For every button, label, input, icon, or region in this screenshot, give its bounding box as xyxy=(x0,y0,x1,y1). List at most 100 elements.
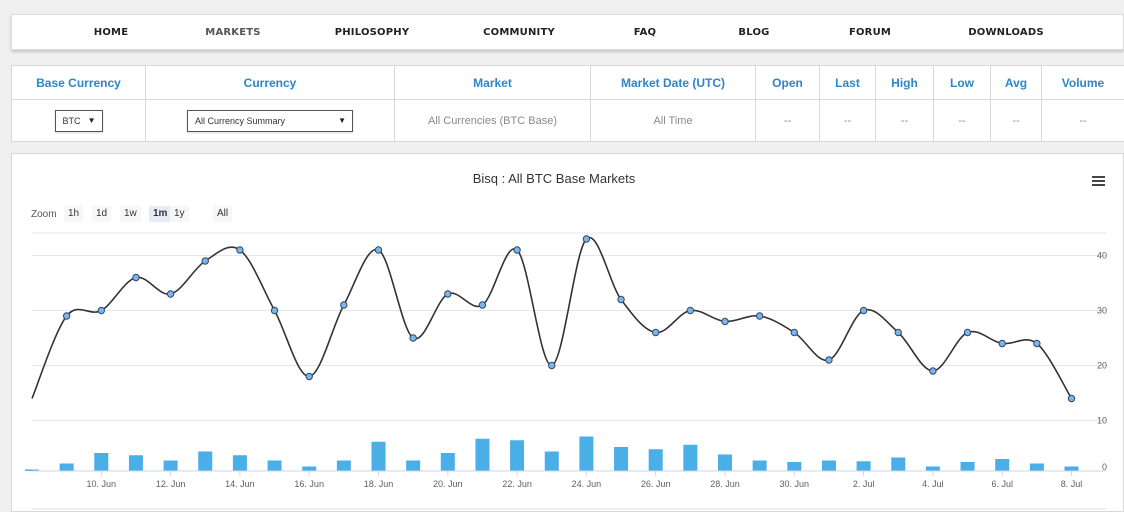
chart-panel: 10 20 30 40 0 10. Jun 12. Jun 14. Jun 16. Jun 18.… xyxy=(11,153,1124,512)
volume-bar xyxy=(648,449,663,471)
zoom-button-all[interactable]: All xyxy=(213,206,233,222)
x-tick-label: 8. Jul xyxy=(1061,479,1083,489)
volume-bar xyxy=(718,454,732,471)
nav-item-downloads[interactable]: DOWNLOADS xyxy=(968,27,1044,38)
x-tick-label: 20. Jun xyxy=(433,479,463,489)
zoom-button-1h[interactable]: 1h xyxy=(64,206,84,222)
price-point xyxy=(132,273,140,282)
price-line xyxy=(31,236,1073,399)
price-tick-label: 30 xyxy=(1097,306,1107,316)
price-point xyxy=(582,235,591,243)
low-cell: -- xyxy=(933,99,991,142)
volume-bar xyxy=(198,451,213,471)
price-point xyxy=(97,306,106,315)
x-tick-label: 24. Jun xyxy=(572,479,602,489)
nav-item-community[interactable]: COMMUNITY xyxy=(483,27,555,38)
x-tick-label: 12. Jun xyxy=(156,479,186,489)
x-tick-label: 30. Jun xyxy=(780,479,810,489)
zoom-label: Zoom xyxy=(31,209,57,220)
zoom-button-1m[interactable]: 1m xyxy=(149,206,172,222)
volume-bar xyxy=(683,444,698,471)
volume-cell: -- xyxy=(1041,99,1124,142)
nav-item-philosophy[interactable]: PHILOSOPHY xyxy=(334,27,410,38)
currency-cell: All Currency Summary ▼ xyxy=(145,99,395,142)
price-point xyxy=(755,312,764,320)
price-point xyxy=(270,306,279,315)
volume-bar xyxy=(856,461,871,471)
price-point xyxy=(340,301,348,309)
volume-bar xyxy=(302,466,317,471)
volume-bar xyxy=(406,460,421,471)
currency-select-value: All Currency Summary xyxy=(195,115,286,126)
zoom-button-1y[interactable]: 1y xyxy=(170,206,189,222)
header-base-currency: Base Currency xyxy=(11,65,146,100)
header-open: Open xyxy=(755,65,820,100)
volume-bar xyxy=(1064,466,1079,471)
high-cell: -- xyxy=(875,99,934,142)
price-point xyxy=(825,356,833,364)
volume-tick-label: 0 xyxy=(1102,462,1107,472)
price-point xyxy=(617,295,625,304)
volume-bar xyxy=(925,466,940,471)
header-volume: Volume xyxy=(1041,65,1124,100)
chart-menu-icon[interactable] xyxy=(1092,176,1105,187)
zoom-button-1d[interactable]: 1d xyxy=(92,206,112,222)
volume-bar xyxy=(544,451,559,471)
price-point xyxy=(444,290,452,298)
price-point xyxy=(236,246,244,254)
price-point xyxy=(409,334,417,342)
header-low: Low xyxy=(933,65,991,100)
price-point xyxy=(859,306,868,315)
x-tick-label: 6. Jul xyxy=(991,479,1013,489)
price-volume-chart: 10 20 30 40 0 10. Jun 12. Jun 14. Jun 16. Jun 18.… xyxy=(25,232,1107,510)
nav-item-home[interactable]: HOME xyxy=(93,27,129,38)
base-currency-select[interactable]: BTC ▼ xyxy=(54,109,103,132)
zoom-button-1w[interactable]: 1w xyxy=(120,206,141,222)
main-navbar: HOME MARKETS PHILOSOPHY COMMUNITY FAQ BLOG FOR… xyxy=(11,14,1124,50)
price-point xyxy=(166,290,175,298)
price-tick-label: 10 xyxy=(1097,416,1107,426)
volume-bar xyxy=(891,457,906,471)
volume-bar xyxy=(752,460,767,471)
x-tick-label: 14. Jun xyxy=(225,479,255,489)
x-tick-label: 22. Jun xyxy=(502,479,532,489)
volume-bar xyxy=(1029,463,1044,471)
open-cell: -- xyxy=(755,99,820,142)
header-last: Last xyxy=(819,65,876,100)
price-point xyxy=(201,257,209,265)
market-date-cell: All Time xyxy=(590,99,756,142)
price-point xyxy=(62,312,71,320)
x-tick-label: 16. Jun xyxy=(294,479,324,489)
header-market: Market xyxy=(394,65,591,100)
volume-bar xyxy=(371,441,386,471)
volume-bar xyxy=(579,436,594,471)
avg-cell: -- xyxy=(990,99,1042,142)
price-point xyxy=(721,317,729,326)
header-currency: Currency xyxy=(145,65,395,100)
volume-bar xyxy=(510,440,525,471)
price-point xyxy=(963,328,972,337)
header-high: High xyxy=(875,65,934,100)
table-header-row: Base Currency Currency Market Market Dat… xyxy=(11,65,1124,100)
nav-item-faq[interactable]: FAQ xyxy=(633,27,657,38)
x-tick-label: 28. Jun xyxy=(710,479,740,489)
nav-item-blog[interactable]: BLOG xyxy=(738,27,770,38)
price-tick-label: 20 xyxy=(1097,361,1107,371)
price-point xyxy=(1033,339,1041,348)
price-tick-label: 40 xyxy=(1097,251,1107,261)
volume-bar xyxy=(787,462,802,471)
nav-item-markets[interactable]: MARKETS xyxy=(205,27,261,38)
nav-item-forum[interactable]: FORUM xyxy=(848,27,892,38)
dropdown-arrow-icon: ▼ xyxy=(338,115,346,125)
volume-bar xyxy=(336,460,351,471)
x-tick-label: 26. Jun xyxy=(641,479,671,489)
price-point xyxy=(894,328,902,337)
last-cell: -- xyxy=(819,99,876,142)
price-point xyxy=(686,306,695,315)
volume-bar xyxy=(267,460,282,471)
volume-bar xyxy=(25,469,39,471)
price-point xyxy=(998,339,1006,348)
currency-select[interactable]: All Currency Summary ▼ xyxy=(187,109,353,132)
header-avg: Avg xyxy=(990,65,1042,100)
x-tick-label: 2. Jul xyxy=(853,479,875,489)
